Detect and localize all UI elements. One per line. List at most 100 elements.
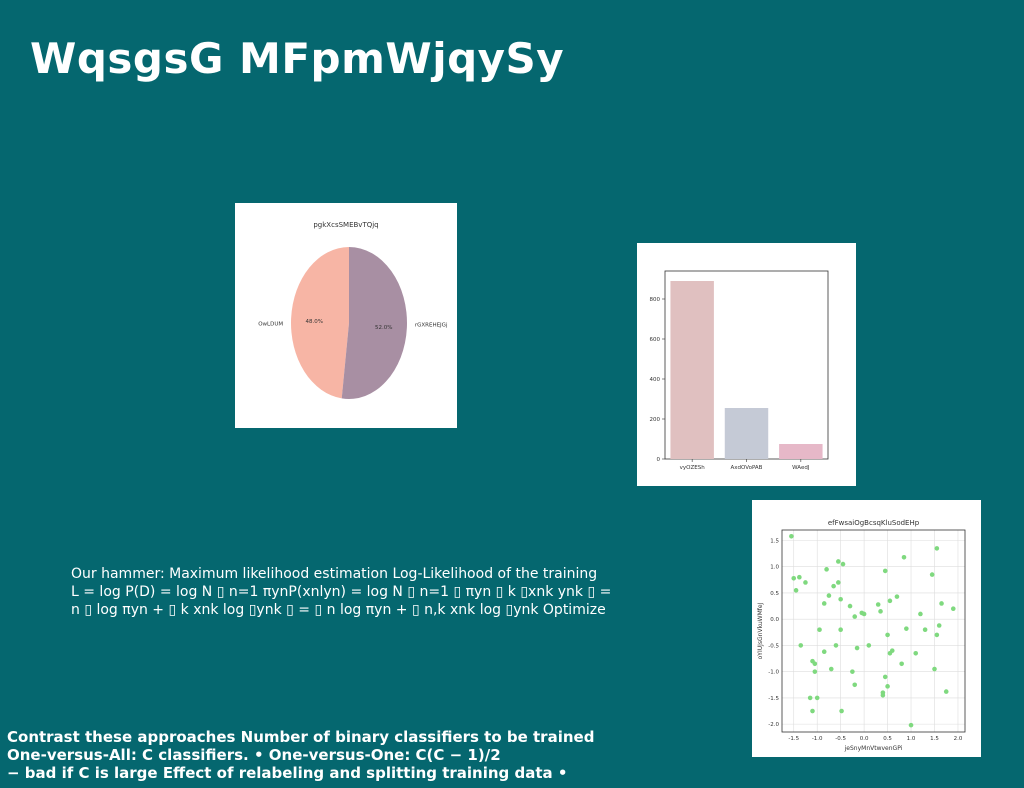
scatter-point (936, 623, 942, 628)
scatter-point (803, 580, 808, 585)
scatter-point (836, 580, 841, 585)
x-axis-label: jeSnyMnVtwvenGPi (844, 745, 903, 752)
scatter-point (840, 561, 846, 567)
scatter-point (934, 546, 940, 551)
slide-title: WqsgsG MFpmWjqySy (30, 34, 565, 83)
scatter-point (913, 650, 919, 656)
y-tick-label: 0 (657, 457, 661, 463)
y-tick-label: -1.5 (768, 696, 779, 702)
scatter-point (793, 588, 799, 593)
scatter-chart: efFwsaiOgBcsqKluSodEHp -1.5 -1.0 -0.5 0.0 0.5… (757, 519, 966, 752)
pie-category-label: OwLDUM (258, 321, 283, 327)
scatter-point (880, 692, 886, 698)
y-tick-label: 400 (650, 377, 661, 383)
bottom-line: Contrast these approaches Number of bina… (7, 728, 595, 746)
scatter-point (889, 648, 895, 653)
scatter-point (821, 601, 827, 606)
pie-chart-card: pgkXcsSMEBvTQjq 48.0% OwLDUM 52.0% rGXREHEJG… (235, 203, 457, 428)
scatter-point (885, 632, 890, 638)
paragraph-line: n ▯ log πyn + ▯ k xnk log ▯ynk ▯ = ▯ n l… (71, 602, 606, 618)
scatter-point (838, 627, 843, 632)
x-tick-label: WAedJ (792, 465, 810, 471)
scatter-point (929, 572, 935, 577)
pie-value-label: 52.0% (375, 325, 392, 331)
scatter-point (821, 649, 827, 655)
body-paragraph: Our hammer: Maximum likelihood estimatio… (71, 565, 631, 619)
pie-value-label: 48.0% (306, 319, 323, 325)
scatter-point (812, 669, 818, 674)
x-tick-label: 1.5 (930, 736, 939, 742)
scatter-point (847, 603, 853, 609)
paragraph-line: Our hammer: Maximum likelihood estimatio… (71, 566, 598, 582)
bottom-line: One-versus-All: C classifiers. • One-ver… (7, 746, 501, 764)
bar (670, 281, 714, 459)
y-tick-label: 200 (650, 417, 661, 423)
x-tick-label: -0.5 (835, 736, 846, 742)
y-tick-label: 600 (650, 337, 661, 343)
x-tick-label: vyOZESh (680, 465, 706, 471)
scatter-point (901, 554, 907, 560)
scatter-chart-card: efFwsaiOgBcsqKluSodEHp -1.5 -1.0 -0.5 0.0 0.5… (752, 500, 981, 757)
scatter-point (894, 594, 900, 599)
scatter-point (826, 593, 832, 598)
pie-chart: pgkXcsSMEBvTQjq 48.0% OwLDUM 52.0% rGXREHEJG… (258, 221, 448, 399)
scatter-point (852, 682, 858, 688)
scatter-point (852, 614, 858, 619)
scatter-point (850, 669, 855, 674)
scatter-point (899, 661, 904, 667)
y-tick-label: 0.0 (770, 617, 779, 623)
scatter-point (824, 567, 829, 572)
chart-title: pgkXcsSMEBvTQjq (313, 221, 378, 229)
bar-chart-card: 0 200 400 600 800 vyOZESh AxdOVoPAB WAedJ (637, 243, 856, 486)
scatter-point (866, 643, 872, 648)
scatter-point (908, 722, 914, 728)
scatter-point (836, 559, 841, 564)
scatter-point (950, 606, 956, 612)
y-tick-label: 1.5 (770, 538, 779, 544)
scatter-point (854, 645, 860, 651)
scatter-point (831, 583, 836, 589)
x-tick-label: 0.5 (883, 736, 892, 742)
scatter-point (839, 708, 844, 714)
x-tick-label: -1.0 (812, 736, 823, 742)
scatter-point (939, 601, 944, 606)
scatter-point (882, 674, 888, 680)
scatter-point (943, 689, 949, 694)
scatter-point (878, 609, 883, 614)
y-tick-label: -2.0 (768, 722, 779, 728)
scatter-point (810, 708, 815, 714)
scatter-point (817, 627, 822, 632)
x-tick-label: AxdOVoPAB (731, 465, 763, 471)
bar (724, 408, 769, 459)
x-tick-label: 1.0 (907, 736, 916, 742)
bottom-paragraph: Contrast these approaches Number of bina… (7, 728, 707, 782)
chart-title: efFwsaiOgBcsqKluSodEHp (828, 519, 920, 527)
y-tick-label: -1.0 (768, 670, 779, 676)
scatter-point (807, 695, 813, 701)
bottom-line: − bad if C is large Effect of relabeling… (7, 764, 568, 782)
scatter-point (932, 666, 937, 672)
y-tick-label: -0.5 (768, 643, 779, 649)
scatter-point (791, 575, 797, 581)
y-tick-label: 0.5 (770, 591, 779, 597)
scatter-point (885, 684, 890, 689)
scatter-point (812, 661, 818, 667)
scatter-point (797, 574, 802, 580)
scatter-point (861, 611, 867, 617)
pie-slice (341, 247, 407, 399)
bar (779, 444, 823, 459)
scatter-point (838, 596, 843, 602)
y-tick-label: 1.0 (770, 565, 779, 571)
scatter-point (828, 666, 834, 672)
plot-frame (781, 529, 966, 733)
x-tick-label: 2.0 (954, 736, 963, 742)
bar-chart: 0 200 400 600 800 vyOZESh AxdOVoPAB WAedJ (650, 270, 829, 471)
scatter-point (887, 598, 893, 604)
pie-category-label: rGXREHEJGj (415, 323, 448, 329)
scatter-point (833, 643, 839, 648)
y-tick-label: 800 (650, 297, 661, 303)
x-tick-label: -1.5 (788, 736, 799, 742)
y-axis-label: oYIUJsGnVkuWMfeJ (757, 602, 764, 659)
scatter-point (922, 627, 928, 632)
scatter-point (918, 611, 923, 617)
